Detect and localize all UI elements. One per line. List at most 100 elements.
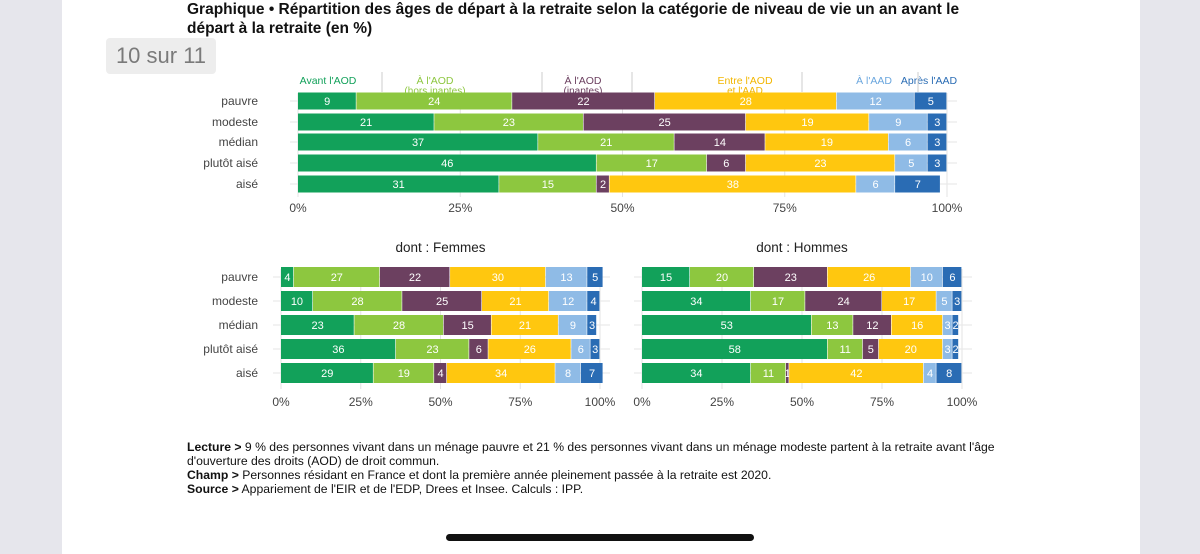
bar-segment — [654, 92, 837, 110]
data-label: 6 — [905, 137, 911, 149]
bar-segment — [690, 267, 754, 287]
data-label: 6 — [723, 158, 729, 170]
source-note: Source > Appariement de l'EIR et de l'ED… — [187, 482, 1027, 496]
data-label: 4 — [437, 368, 443, 380]
x-tick-label: 100% — [585, 395, 616, 409]
data-label: 10 — [291, 296, 303, 308]
bar-segment — [538, 133, 674, 151]
bar-segment — [952, 315, 959, 335]
data-label: 24 — [837, 296, 849, 308]
data-label: 30 — [492, 272, 504, 284]
data-label: 2 — [953, 344, 959, 356]
data-label: 26 — [524, 344, 536, 356]
category-label: médian — [219, 318, 258, 332]
data-label: 9 — [324, 96, 330, 108]
data-label: 21 — [600, 137, 612, 149]
bar-segment — [895, 175, 940, 193]
bar-segment — [891, 315, 943, 335]
champ-label: Champ > — [187, 468, 239, 482]
data-label: 5 — [868, 344, 874, 356]
bar-segment — [512, 92, 655, 110]
category-label: aisé — [236, 366, 258, 380]
x-tick-label: 0% — [272, 395, 290, 409]
data-label: 23 — [785, 272, 797, 284]
x-tick-label: 100% — [932, 201, 963, 215]
bar-segment — [587, 267, 603, 287]
bar-segment — [754, 267, 827, 287]
bar-segment — [910, 267, 943, 287]
legend-label: (hors inaptes) — [404, 86, 465, 97]
data-label: 5 — [928, 96, 934, 108]
legend-label: À l'AOD — [564, 74, 601, 87]
footnotes: Lecture > 9 % des personnes vivant dans … — [187, 440, 1027, 496]
bar-segment — [298, 154, 596, 172]
data-label: 6 — [476, 344, 482, 356]
bar-segment — [281, 291, 313, 311]
bar-segment — [888, 133, 927, 151]
data-label: 8 — [565, 368, 571, 380]
data-label: 7 — [915, 179, 921, 191]
category-label: pauvre — [221, 94, 258, 108]
category-label: aisé — [236, 177, 258, 191]
panel-title: dont : Femmes — [395, 240, 485, 255]
data-label: 23 — [814, 158, 826, 170]
bar-segment — [869, 113, 927, 131]
bar-segment — [942, 267, 962, 287]
bar-segment — [356, 92, 512, 110]
bar-segment — [923, 363, 936, 383]
data-label: 2 — [953, 320, 959, 332]
bar-segment — [805, 291, 882, 311]
data-label: 1 — [785, 368, 791, 380]
bar-segment — [914, 92, 947, 110]
x-tick-label: 75% — [508, 395, 532, 409]
data-label: 22 — [577, 96, 589, 108]
data-label: 3 — [954, 296, 960, 308]
page-indicator: 10 sur 11 — [106, 38, 216, 74]
category-label: modeste — [212, 294, 258, 308]
data-label: 16 — [911, 320, 923, 332]
data-label: 3 — [934, 158, 940, 170]
bar-segment — [827, 267, 911, 287]
legend-label: (inaptes) — [564, 86, 603, 97]
x-tick-label: 25% — [448, 201, 472, 215]
bar-segment — [596, 154, 707, 172]
bar-segment — [281, 267, 294, 287]
data-label: 8 — [946, 368, 952, 380]
data-label: 58 — [729, 344, 741, 356]
home-indicator-bar[interactable] — [446, 534, 754, 541]
x-tick-label: 100% — [947, 395, 978, 409]
bar-segment — [298, 133, 538, 151]
bar-segment — [882, 291, 936, 311]
chart-title: Graphique • Répartition des âges de dépa… — [187, 1, 960, 37]
x-tick-label: 25% — [349, 395, 373, 409]
data-label: 34 — [495, 368, 507, 380]
data-label: 19 — [801, 117, 813, 129]
legend-label: et l'AAD — [727, 86, 763, 97]
bar-segment — [395, 339, 469, 359]
lecture-text: 9 % des personnes vivant dans un ménage … — [187, 440, 995, 468]
bar-segment — [373, 363, 434, 383]
x-tick-label: 75% — [773, 201, 797, 215]
bar-segment — [642, 315, 811, 335]
data-label: 17 — [772, 296, 784, 308]
data-label: 3 — [945, 320, 951, 332]
bar-segment — [558, 315, 587, 335]
data-label: 23 — [503, 117, 515, 129]
bar-segment — [927, 113, 947, 131]
bar-segment — [481, 291, 549, 311]
data-label: 21 — [360, 117, 372, 129]
category-label: plutôt aisé — [203, 156, 258, 170]
source-label: Source > — [187, 482, 239, 496]
data-label: 5 — [908, 158, 914, 170]
bar-segment — [750, 291, 805, 311]
data-label: 3 — [945, 344, 951, 356]
data-label: 46 — [441, 158, 453, 170]
bar-segment — [434, 113, 583, 131]
data-label: 11 — [763, 368, 774, 380]
data-label: 29 — [321, 368, 333, 380]
bar-segment — [942, 315, 952, 335]
bar-segment — [379, 267, 450, 287]
x-tick-label: 50% — [610, 201, 634, 215]
data-label: 6 — [578, 344, 584, 356]
data-label: 21 — [519, 320, 531, 332]
